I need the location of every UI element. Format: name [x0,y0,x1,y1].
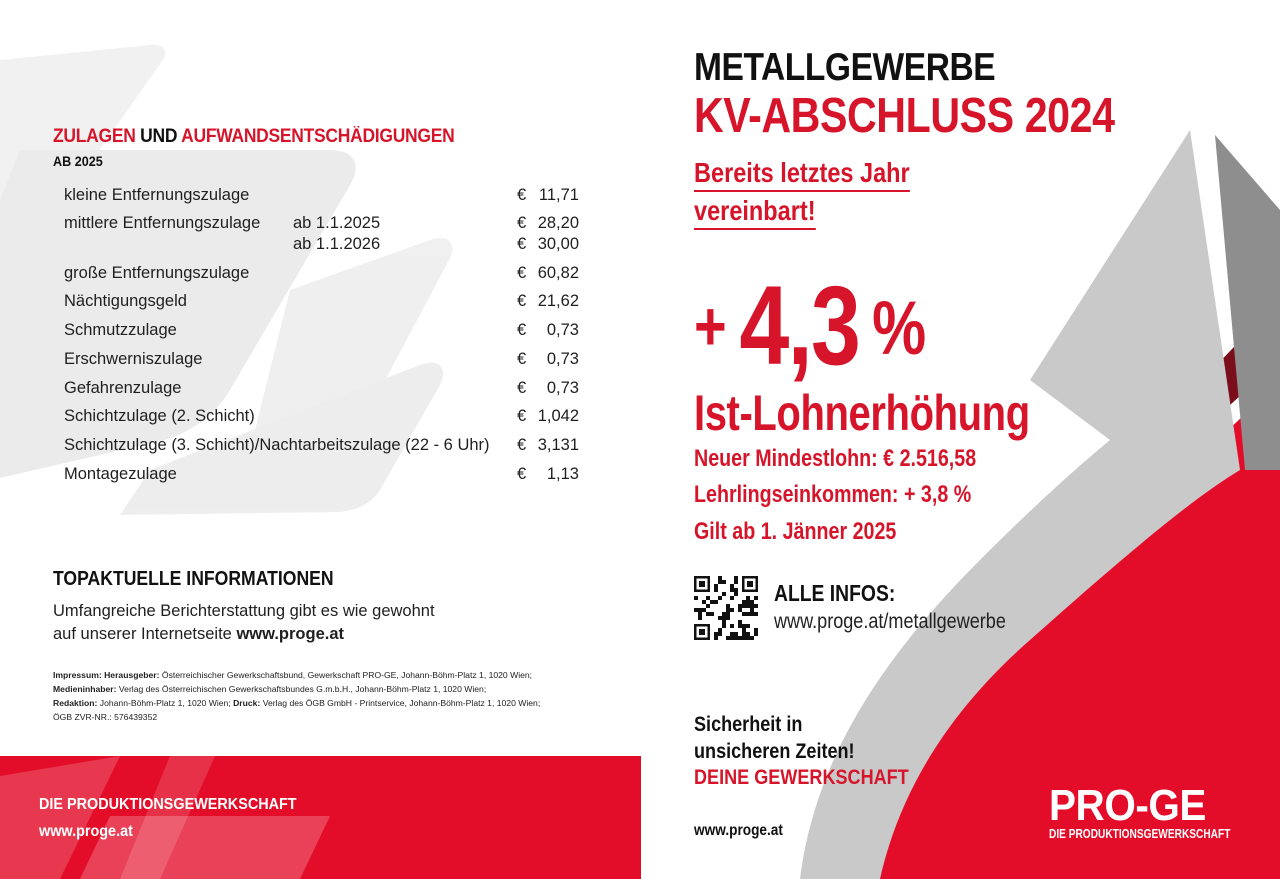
allowance-validity: ab 1.1.2025 [293,214,381,232]
all-info-label: ALLE INFOS: [774,580,896,606]
already-agreed-line1: Bereits letztes Jahr [694,156,910,192]
title-kv-abschluss: KV-ABSCHLUSS 2024 [694,89,1115,143]
allowance-currency: € [517,235,527,253]
allowance-currency: € [517,436,527,454]
allowance-currency: € [517,350,527,368]
allowance-amount: 11,71 [538,186,579,204]
allowance-amount: 0,73 [546,379,579,397]
allowance-currency: € [517,292,527,310]
allowance-currency: € [517,214,527,232]
imprint: Impressum: Herausgeber: Österreichischer… [53,668,613,724]
allowance-amount: 21,62 [537,292,579,310]
allowance-amount: 60,82 [537,264,579,282]
allowance-amount: 1,042 [537,407,579,425]
imprint-text-print: Verlag des ÖGB GmbH - Printservice, Joha… [260,698,541,708]
allowance-currency: € [517,264,527,282]
top-info-line2: auf unserer Internetseite www.proge.at [53,623,435,646]
top-info-link[interactable]: www.proge.at [236,625,345,643]
allowance-label: kleine Entfernungszulage [64,186,250,204]
allowance-amount: 0,73 [546,350,579,368]
imprint-line4: ÖGB ZVR-NR.: 576439352 [53,712,158,722]
slogan-deine-gewerkschaft: DEINE GEWERKSCHAFT [694,766,909,789]
raise-value: 4,3 [739,263,861,388]
new-minimum-wage: Neuer Mindestlohn: € 2.516,58 [694,445,977,472]
imprint-line2: Medieninhaber: Verlag des Österreichisch… [53,682,613,696]
arrow-grey-shadow [1215,135,1280,470]
slogan-line2: unsicheren Zeiten! [694,740,855,763]
imprint-label-print: Druck: [233,698,261,708]
allowance-currency: € [517,186,527,204]
chevron-shape-bottom [120,362,444,515]
imprint-label-publisher: Impressum: Herausgeber: [53,670,160,680]
imprint-label-editorial: Redaktion: [53,698,98,708]
allowance-amount: 30,00 [537,235,579,253]
allowance-label: große Entfernungszulage [64,264,250,282]
footer-website[interactable]: www.proge.at [39,823,133,840]
already-agreed-line2: vereinbart! [694,194,816,230]
allowances-heading: ZULAGEN UND AUFWANDSENTSCHÄDIGUNGEN [53,126,455,148]
right-website[interactable]: www.proge.at [694,822,783,839]
raise-percentage: +4,3% [694,270,926,384]
top-info-body: Umfangreiche Berichterstattung gibt es w… [53,600,435,646]
right-arrow-graphic [800,130,1280,879]
allowance-label: mittlere Entfernungszulage [64,214,261,232]
arrow-grey-shaft [800,130,1240,879]
already-agreed-note: Bereits letztes Jahr vereinbart! [694,154,910,230]
allowance-amount: 1,13 [546,465,579,483]
imprint-label-owner: Medieninhaber: [53,684,117,694]
chevron-shape-right [250,237,453,450]
imprint-line1: Impressum: Herausgeber: Österreichischer… [53,668,613,682]
allowance-currency: € [517,321,527,339]
imprint-text-owner: Verlag des Österreichischen Gewerkschaft… [116,684,487,694]
allowance-validity: ab 1.1.2026 [293,235,381,253]
heading-aufwand: AUFWANDSENTSCHÄDIGUNGEN [181,126,455,147]
title-metallgewerbe: METALLGEWERBE [694,46,996,89]
allowance-label: Gefahrenzulage [64,379,182,397]
logo-subtitle: DIE PRODUKTIONSGEWERKSCHAFT [1049,826,1231,841]
effective-date: Gilt ab 1. Jänner 2025 [694,518,897,545]
heading-und: UND [135,126,182,147]
allowance-amount: 28,20 [537,214,579,232]
slogan-line1: Sicherheit in [694,713,803,736]
slogan: Sicherheit in unsicheren Zeiten! [694,711,855,765]
footer-chevron-decoration [0,756,330,879]
chevron-shape-main [0,150,356,478]
allowance-currency: € [517,465,527,483]
top-info-heading: TOPAKTUELLE INFORMATIONEN [53,568,334,590]
allowance-label: Schmutzzulage [64,321,177,339]
raise-percent-sign: % [872,286,926,371]
raise-plus-sign: + [694,287,727,365]
allowance-amount: 0,73 [546,321,579,339]
top-info-line2-prefix: auf unserer Internetseite [53,625,237,643]
allowance-label: Schichtzulage (3. Schicht)/Nachtarbeitsz… [64,436,490,454]
imprint-line3: Redaktion: Johann-Böhm-Platz 1, 1020 Wie… [53,696,613,710]
info-url-link[interactable]: www.proge.at/metallgewerbe [774,610,1006,633]
allowances-subheading: AB 2025 [53,153,103,169]
allowance-currency: € [517,407,527,425]
allowance-amount: 3,131 [537,436,579,454]
imprint-text-publisher: Österreichischer Gewerkschaftsbund, Gewe… [159,670,533,680]
allowance-label: Montagezulage [64,465,177,483]
left-watermark-chevrons [0,44,453,515]
footer-union-name: DIE PRODUKTIONSGEWERKSCHAFT [39,796,297,813]
imprint-text-editorial: Johann-Böhm-Platz 1, 1020 Wien; [97,698,234,708]
top-info-line1: Umfangreiche Berichterstattung gibt es w… [53,602,435,620]
allowance-label: Erschwerniszulage [64,350,203,368]
allowance-label: Nächtigungsgeld [64,292,187,310]
left-footer-band: DIE PRODUKTIONSGEWERKSCHAFT www.proge.at [0,756,641,879]
allowance-label: Schichtzulage (2. Schicht) [64,407,255,425]
allowance-currency: € [517,379,527,397]
apprentice-income: Lehrlingseinkommen: + 3,8 % [694,481,972,508]
qr-code-icon[interactable] [694,576,758,640]
logo-wordmark: PRO-GE [1049,781,1206,830]
heading-zulagen: ZULAGEN [53,126,136,147]
raise-label: Ist-Lohnerhöhung [694,385,1030,441]
